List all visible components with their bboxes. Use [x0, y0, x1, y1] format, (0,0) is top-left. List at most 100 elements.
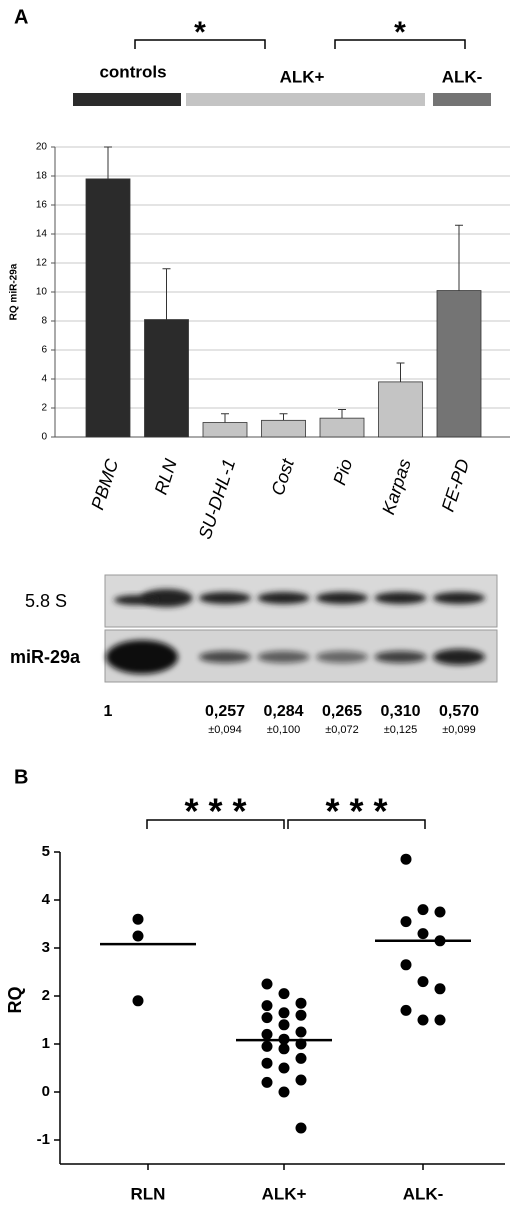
blot-band [257, 651, 310, 663]
significance-bracket [334, 39, 466, 49]
bar [202, 422, 248, 438]
data-point [278, 1033, 290, 1045]
y-tick-label: 4 [42, 891, 51, 908]
data-point [261, 1057, 273, 1069]
error-bar [162, 268, 171, 320]
data-point [295, 1009, 307, 1021]
blot-band [199, 592, 251, 604]
bar [319, 417, 365, 438]
error-bar [221, 413, 229, 423]
bar [436, 290, 482, 438]
data-point [434, 906, 446, 918]
data-point [417, 928, 429, 940]
blot-band [374, 592, 427, 604]
data-point [278, 1043, 290, 1055]
blot-band [374, 651, 427, 663]
data-point [295, 1074, 307, 1086]
y-tick-label: 0 [42, 1083, 50, 1100]
y-tick-label: 2 [42, 987, 50, 1004]
blot-value: 0,265 [322, 703, 362, 720]
y-tick-label: 3 [42, 939, 50, 956]
x-tick-label: SU-DHL-1 [195, 457, 240, 542]
data-point [278, 1019, 290, 1031]
blot-row-label: 5.8 S [25, 591, 67, 611]
x-tick-label: Karpas [378, 457, 415, 517]
y-tick-label: 20 [36, 142, 48, 153]
data-point [261, 1000, 273, 1012]
blot-band [316, 651, 368, 663]
data-point [261, 1076, 273, 1088]
data-point [417, 976, 429, 988]
data-point [295, 1026, 307, 1038]
bar [144, 319, 189, 438]
error-bar [455, 224, 463, 291]
error-bar [338, 408, 346, 419]
bar [85, 178, 131, 438]
significance-label: * [394, 16, 406, 49]
blot-error: ±0,072 [325, 724, 359, 736]
blot-value: 0,284 [263, 703, 303, 720]
data-point [295, 1052, 307, 1064]
y-tick-label: 18 [36, 171, 48, 182]
blot-band [114, 595, 158, 605]
data-point [132, 930, 144, 942]
data-point [400, 853, 412, 865]
data-point [417, 904, 429, 916]
data-point [400, 959, 412, 971]
data-point [261, 1028, 273, 1040]
group-label: controls [99, 62, 166, 81]
data-point [400, 1004, 412, 1016]
group-label: ALK- [442, 67, 483, 86]
group-bar [433, 93, 491, 106]
y-tick-label: 0 [41, 432, 47, 443]
y-tick-label: 6 [41, 345, 47, 356]
group-bar [186, 93, 425, 106]
significance-bracket [287, 819, 426, 829]
bar [378, 381, 423, 438]
blot-error: ±0,099 [442, 724, 476, 736]
data-point [295, 1038, 307, 1050]
data-point [434, 935, 446, 947]
y-tick-label: 8 [41, 316, 47, 327]
error-bar [104, 146, 112, 179]
x-tick-label: RLN [131, 1184, 166, 1203]
data-point [261, 1012, 273, 1024]
significance-label: * * * [184, 791, 246, 832]
x-tick-label: RLN [151, 456, 181, 497]
blot-value: 0,257 [205, 703, 245, 720]
blot-value: 0,310 [380, 703, 420, 720]
data-point [278, 1062, 290, 1074]
y-axis-label: RQ [5, 987, 25, 1014]
significance-bracket [146, 819, 285, 829]
x-tick-label: Pio [329, 457, 356, 488]
blot-band [433, 592, 485, 604]
y-tick-label: 2 [41, 403, 47, 414]
blot-band [316, 592, 368, 604]
group-label: ALK+ [280, 67, 325, 86]
data-point [278, 988, 290, 1000]
blot-value: 1 [104, 703, 113, 720]
x-tick-label: Cost [267, 456, 298, 498]
blot-band [433, 649, 485, 665]
error-bar [396, 362, 405, 382]
significance-label: * [194, 16, 206, 49]
blot-band [106, 640, 178, 674]
y-tick-label: 16 [36, 200, 48, 211]
panel-label: A [14, 6, 28, 28]
x-tick-label: FE-PD [438, 457, 474, 515]
data-point [278, 1007, 290, 1019]
data-point [278, 1086, 290, 1098]
data-point [417, 1014, 429, 1026]
data-point [295, 997, 307, 1009]
data-point [400, 916, 412, 928]
y-tick-label: 1 [42, 1035, 50, 1052]
data-point [434, 1014, 446, 1026]
y-tick-label: 14 [36, 229, 48, 240]
x-tick-label: ALK+ [262, 1184, 307, 1203]
blot-band [199, 651, 251, 663]
y-tick-label: 4 [41, 374, 47, 385]
blot-row-label: miR-29a [10, 647, 81, 667]
y-tick-label: 5 [42, 843, 50, 860]
y-tick-label: -1 [37, 1131, 50, 1148]
